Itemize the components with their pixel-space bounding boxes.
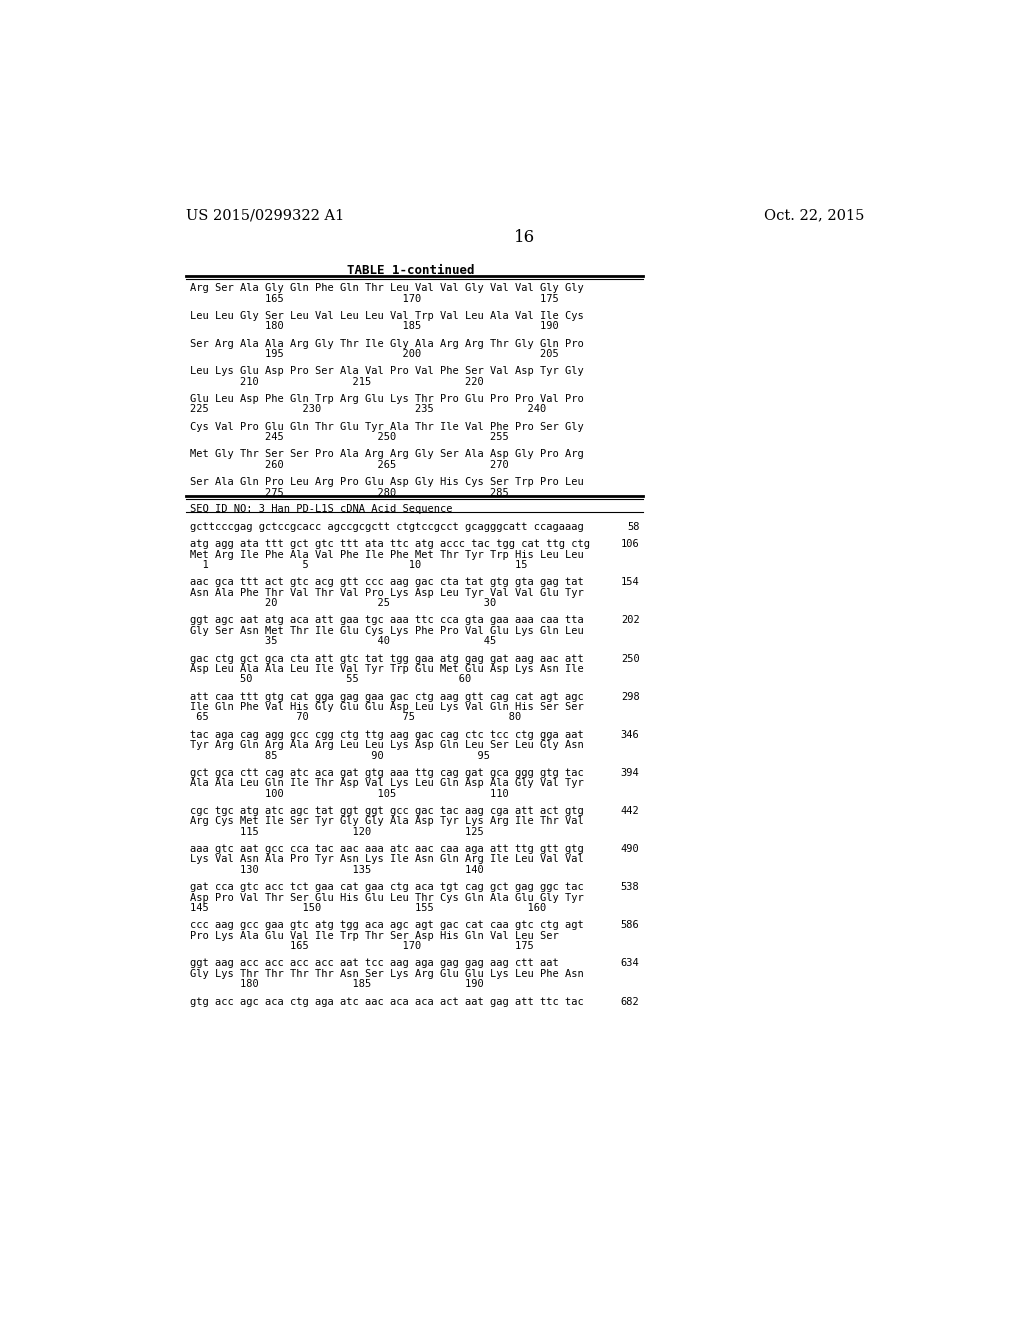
Text: 250: 250 bbox=[621, 653, 640, 664]
Text: 245               250               255: 245 250 255 bbox=[190, 432, 509, 442]
Text: 50               55                60: 50 55 60 bbox=[190, 675, 471, 684]
Text: 16: 16 bbox=[514, 230, 536, 247]
Text: Ile Gln Phe Val His Gly Glu Glu Asp Leu Lys Val Gln His Ser Ser: Ile Gln Phe Val His Gly Glu Glu Asp Leu … bbox=[190, 702, 584, 711]
Text: att caa ttt gtg cat gga gag gaa gac ctg aag gtt cag cat agt agc: att caa ttt gtg cat gga gag gaa gac ctg … bbox=[190, 692, 584, 702]
Text: Glu Leu Asp Phe Gln Trp Arg Glu Lys Thr Pro Glu Pro Pro Val Pro: Glu Leu Asp Phe Gln Trp Arg Glu Lys Thr … bbox=[190, 395, 584, 404]
Text: 165                   170                   175: 165 170 175 bbox=[190, 293, 559, 304]
Text: 1               5                10               15: 1 5 10 15 bbox=[190, 560, 527, 570]
Text: Gly Ser Asn Met Thr Ile Glu Cys Lys Phe Pro Val Glu Lys Gln Leu: Gly Ser Asn Met Thr Ile Glu Cys Lys Phe … bbox=[190, 626, 584, 636]
Text: 180                   185                   190: 180 185 190 bbox=[190, 321, 559, 331]
Text: 298: 298 bbox=[621, 692, 640, 702]
Text: 260               265               270: 260 265 270 bbox=[190, 459, 509, 470]
Text: 346: 346 bbox=[621, 730, 640, 739]
Text: Asp Pro Val Thr Ser Glu His Glu Leu Thr Cys Gln Ala Glu Gly Tyr: Asp Pro Val Thr Ser Glu His Glu Leu Thr … bbox=[190, 892, 584, 903]
Text: Cys Val Pro Glu Gln Thr Glu Tyr Ala Thr Ile Val Phe Pro Ser Gly: Cys Val Pro Glu Gln Thr Glu Tyr Ala Thr … bbox=[190, 422, 584, 432]
Text: Arg Ser Ala Gly Gln Phe Gln Thr Leu Val Val Gly Val Val Gly Gly: Arg Ser Ala Gly Gln Phe Gln Thr Leu Val … bbox=[190, 284, 584, 293]
Text: tac aga cag agg gcc cgg ctg ttg aag gac cag ctc tcc ctg gga aat: tac aga cag agg gcc cgg ctg ttg aag gac … bbox=[190, 730, 584, 739]
Text: 65              70               75               80: 65 70 75 80 bbox=[190, 713, 521, 722]
Text: Ala Ala Leu Gln Ile Thr Asp Val Lys Leu Gln Asp Ala Gly Val Tyr: Ala Ala Leu Gln Ile Thr Asp Val Lys Leu … bbox=[190, 779, 584, 788]
Text: Tyr Arg Gln Arg Ala Arg Leu Leu Lys Asp Gln Leu Ser Leu Gly Asn: Tyr Arg Gln Arg Ala Arg Leu Leu Lys Asp … bbox=[190, 741, 584, 750]
Text: 58: 58 bbox=[627, 521, 640, 532]
Text: 682: 682 bbox=[621, 997, 640, 1007]
Text: Met Arg Ile Phe Ala Val Phe Ile Phe Met Thr Tyr Trp His Leu Leu: Met Arg Ile Phe Ala Val Phe Ile Phe Met … bbox=[190, 549, 584, 560]
Text: 210               215               220: 210 215 220 bbox=[190, 376, 483, 387]
Text: Asp Leu Ala Ala Leu Ile Val Tyr Trp Glu Met Glu Asp Lys Asn Ile: Asp Leu Ala Ala Leu Ile Val Tyr Trp Glu … bbox=[190, 664, 584, 675]
Text: 225               230               235               240: 225 230 235 240 bbox=[190, 404, 546, 414]
Text: Ser Arg Ala Ala Arg Gly Thr Ile Gly Ala Arg Arg Thr Gly Gln Pro: Ser Arg Ala Ala Arg Gly Thr Ile Gly Ala … bbox=[190, 339, 584, 348]
Text: ccc aag gcc gaa gtc atg tgg aca agc agt gac cat caa gtc ctg agt: ccc aag gcc gaa gtc atg tgg aca agc agt … bbox=[190, 920, 584, 931]
Text: 35                40               45: 35 40 45 bbox=[190, 636, 497, 647]
Text: 85               90               95: 85 90 95 bbox=[190, 751, 490, 760]
Text: SEQ ID NO: 3 Han PD-L1S cDNA Acid Sequence: SEQ ID NO: 3 Han PD-L1S cDNA Acid Sequen… bbox=[190, 504, 453, 513]
Text: 195                   200                   205: 195 200 205 bbox=[190, 348, 559, 359]
Text: aaa gtc aat gcc cca tac aac aaa atc aac caa aga att ttg gtt gtg: aaa gtc aat gcc cca tac aac aaa atc aac … bbox=[190, 843, 584, 854]
Text: 145               150               155               160: 145 150 155 160 bbox=[190, 903, 546, 913]
Text: gct gca ctt cag atc aca gat gtg aaa ttg cag gat gca ggg gtg tac: gct gca ctt cag atc aca gat gtg aaa ttg … bbox=[190, 768, 584, 777]
Text: 130               135               140: 130 135 140 bbox=[190, 865, 483, 875]
Text: 442: 442 bbox=[621, 807, 640, 816]
Text: Leu Lys Glu Asp Pro Ser Ala Val Pro Val Phe Ser Val Asp Tyr Gly: Leu Lys Glu Asp Pro Ser Ala Val Pro Val … bbox=[190, 367, 584, 376]
Text: Oct. 22, 2015: Oct. 22, 2015 bbox=[764, 209, 864, 223]
Text: Leu Leu Gly Ser Leu Val Leu Leu Val Trp Val Leu Ala Val Ile Cys: Leu Leu Gly Ser Leu Val Leu Leu Val Trp … bbox=[190, 312, 584, 321]
Text: Asn Ala Phe Thr Val Thr Val Pro Lys Asp Leu Tyr Val Val Glu Tyr: Asn Ala Phe Thr Val Thr Val Pro Lys Asp … bbox=[190, 587, 584, 598]
Text: Ser Ala Gln Pro Leu Arg Pro Glu Asp Gly His Cys Ser Trp Pro Leu: Ser Ala Gln Pro Leu Arg Pro Glu Asp Gly … bbox=[190, 478, 584, 487]
Text: 180               185               190: 180 185 190 bbox=[190, 979, 483, 989]
Text: gac ctg gct gca cta att gtc tat tgg gaa atg gag gat aag aac att: gac ctg gct gca cta att gtc tat tgg gaa … bbox=[190, 653, 584, 664]
Text: cgc tgc atg atc agc tat ggt ggt gcc gac tac aag cga att act gtg: cgc tgc atg atc agc tat ggt ggt gcc gac … bbox=[190, 807, 584, 816]
Text: 165               170               175: 165 170 175 bbox=[190, 941, 534, 952]
Text: gat cca gtc acc tct gaa cat gaa ctg aca tgt cag gct gag ggc tac: gat cca gtc acc tct gaa cat gaa ctg aca … bbox=[190, 882, 584, 892]
Text: Gly Lys Thr Thr Thr Thr Asn Ser Lys Arg Glu Glu Lys Leu Phe Asn: Gly Lys Thr Thr Thr Thr Asn Ser Lys Arg … bbox=[190, 969, 584, 979]
Text: 20                25               30: 20 25 30 bbox=[190, 598, 497, 609]
Text: 586: 586 bbox=[621, 920, 640, 931]
Text: Pro Lys Ala Glu Val Ile Trp Thr Ser Asp His Gln Val Leu Ser: Pro Lys Ala Glu Val Ile Trp Thr Ser Asp … bbox=[190, 931, 559, 941]
Text: 154: 154 bbox=[621, 577, 640, 587]
Text: ggt aag acc acc acc acc aat tcc aag aga gag gag aag ctt aat: ggt aag acc acc acc acc aat tcc aag aga … bbox=[190, 958, 559, 969]
Text: atg agg ata ttt gct gtc ttt ata ttc atg accc tac tgg cat ttg ctg: atg agg ata ttt gct gtc ttt ata ttc atg … bbox=[190, 539, 590, 549]
Text: 394: 394 bbox=[621, 768, 640, 777]
Text: 634: 634 bbox=[621, 958, 640, 969]
Text: aac gca ttt act gtc acg gtt ccc aag gac cta tat gtg gta gag tat: aac gca ttt act gtc acg gtt ccc aag gac … bbox=[190, 577, 584, 587]
Text: US 2015/0299322 A1: US 2015/0299322 A1 bbox=[186, 209, 344, 223]
Text: 115               120               125: 115 120 125 bbox=[190, 826, 483, 837]
Text: TABLE 1-continued: TABLE 1-continued bbox=[347, 264, 475, 277]
Text: Met Gly Thr Ser Ser Pro Ala Arg Arg Gly Ser Ala Asp Gly Pro Arg: Met Gly Thr Ser Ser Pro Ala Arg Arg Gly … bbox=[190, 449, 584, 459]
Text: 100               105               110: 100 105 110 bbox=[190, 788, 509, 799]
Text: 106: 106 bbox=[621, 539, 640, 549]
Text: 538: 538 bbox=[621, 882, 640, 892]
Text: gtg acc agc aca ctg aga atc aac aca aca act aat gag att ttc tac: gtg acc agc aca ctg aga atc aac aca aca … bbox=[190, 997, 584, 1007]
Text: 275               280               285: 275 280 285 bbox=[190, 487, 509, 498]
Text: ggt agc aat atg aca att gaa tgc aaa ttc cca gta gaa aaa caa tta: ggt agc aat atg aca att gaa tgc aaa ttc … bbox=[190, 615, 584, 626]
Text: Arg Cys Met Ile Ser Tyr Gly Gly Ala Asp Tyr Lys Arg Ile Thr Val: Arg Cys Met Ile Ser Tyr Gly Gly Ala Asp … bbox=[190, 816, 584, 826]
Text: Lys Val Asn Ala Pro Tyr Asn Lys Ile Asn Gln Arg Ile Leu Val Val: Lys Val Asn Ala Pro Tyr Asn Lys Ile Asn … bbox=[190, 854, 584, 865]
Text: 490: 490 bbox=[621, 843, 640, 854]
Text: 202: 202 bbox=[621, 615, 640, 626]
Text: gcttcccgag gctccgcacc agccgcgctt ctgtccgcct gcagggcatt ccagaaag: gcttcccgag gctccgcacc agccgcgctt ctgtccg… bbox=[190, 521, 584, 532]
